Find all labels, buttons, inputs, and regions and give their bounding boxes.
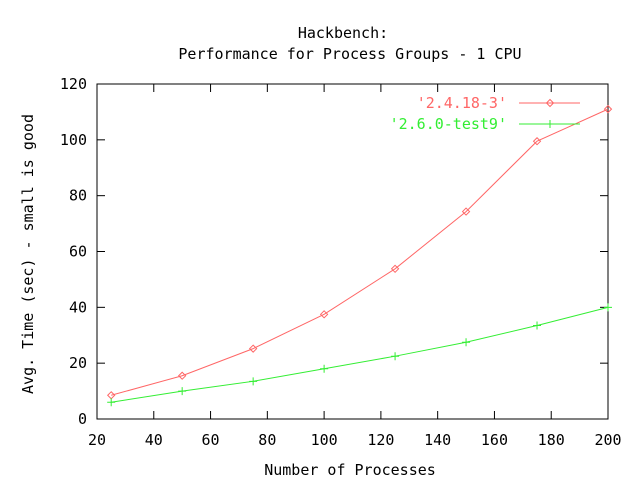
y-tick-label: 20 <box>69 354 87 372</box>
data-point <box>391 352 400 361</box>
y-tick-label: 0 <box>78 410 87 428</box>
data-point <box>462 338 471 347</box>
y-tick-label: 40 <box>69 298 87 316</box>
axis-ticks <box>96 83 609 420</box>
x-axis-label: Number of Processes <box>264 461 436 479</box>
data-point <box>390 264 400 274</box>
data-point <box>320 364 329 373</box>
data-point <box>249 377 258 386</box>
data-point <box>177 371 187 380</box>
legend: '2.4.18-3' '2.6.0-test9' <box>390 94 580 133</box>
y-tick-label: 120 <box>60 75 87 93</box>
legend-label: '2.6.0-test9' <box>390 115 507 133</box>
legend-marker <box>545 98 555 108</box>
series-line <box>111 306 609 403</box>
data-point <box>319 310 329 319</box>
data-point <box>107 398 116 407</box>
y-tick-label: 60 <box>69 243 87 261</box>
x-tick-label: 200 <box>594 431 621 449</box>
tick-labels: 20 40 60 80 100 120 140 160 180 20002040608010012… <box>60 75 622 449</box>
series-2 <box>107 303 612 407</box>
legend-label: '2.4.18-3' <box>417 94 507 112</box>
chart-title-line-1: Hackbench: <box>298 24 388 42</box>
x-tick-label: 60 <box>202 431 220 449</box>
data-point <box>178 387 187 396</box>
legend-item-2: '2.6.0-test9' <box>390 115 580 133</box>
data-point <box>604 303 612 312</box>
data-point <box>603 104 613 114</box>
data-point <box>533 321 542 330</box>
y-tick-label: 100 <box>60 131 87 149</box>
x-tick-label: 40 <box>145 431 163 449</box>
x-tick-label: 160 <box>481 431 508 449</box>
x-tick-label: 120 <box>367 431 394 449</box>
data-point <box>532 137 542 146</box>
series-1 <box>106 104 613 400</box>
series-line <box>111 108 609 396</box>
x-tick-label: 80 <box>258 431 276 449</box>
chart-title-line-2: Performance for Process Groups - 1 CPU <box>178 45 521 63</box>
x-tick-label: 20 <box>88 431 106 449</box>
data-point <box>248 344 258 353</box>
data-point <box>461 207 471 216</box>
x-tick-label: 100 <box>311 431 338 449</box>
plot-frame <box>96 83 609 420</box>
legend-item-1: '2.4.18-3' <box>417 94 580 112</box>
x-tick-label: 180 <box>538 431 565 449</box>
series-layer <box>106 104 613 407</box>
y-tick-label: 80 <box>69 187 87 205</box>
y-axis-label: Avg. Time (sec) - small is good <box>19 114 37 394</box>
legend-marker <box>546 120 554 128</box>
x-tick-label: 140 <box>424 431 451 449</box>
